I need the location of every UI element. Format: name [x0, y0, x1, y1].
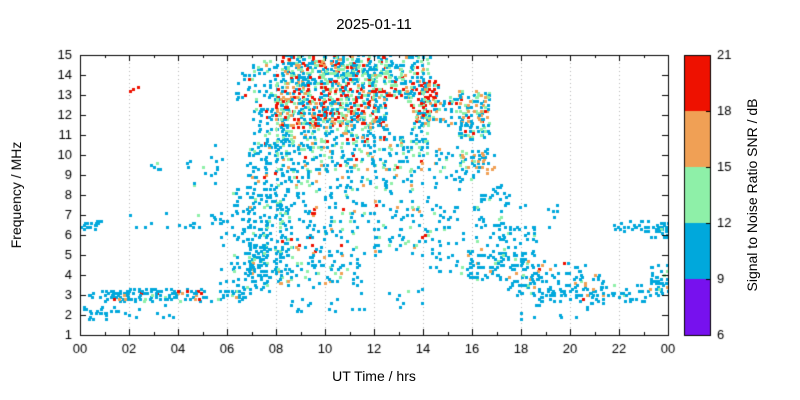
y-axis-label: Frequency / MHz	[8, 141, 24, 249]
plot-title: 2025-01-11	[336, 16, 412, 33]
x-axis-label: UT Time / hrs	[332, 368, 416, 384]
colorbar-label: Signal to Noise Ratio SNR / dB	[744, 98, 760, 292]
